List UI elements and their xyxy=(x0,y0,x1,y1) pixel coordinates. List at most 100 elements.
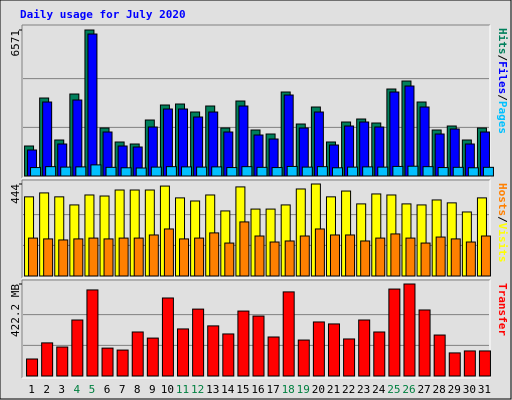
bar xyxy=(256,166,268,177)
bar xyxy=(331,167,343,177)
legend: Hits/Files/Pages xyxy=(496,28,509,134)
bar xyxy=(437,167,449,177)
bar xyxy=(284,240,295,277)
bar xyxy=(418,309,431,377)
legend-entry: Visits xyxy=(496,223,509,263)
bar xyxy=(299,235,310,277)
bar xyxy=(297,339,310,377)
bar xyxy=(162,108,173,177)
bar xyxy=(26,358,39,377)
bar xyxy=(105,166,117,177)
legend: Transfer xyxy=(496,283,509,336)
bar xyxy=(467,167,479,177)
bar xyxy=(45,166,57,177)
bar xyxy=(72,99,83,177)
bar xyxy=(87,33,98,177)
x-tick-label: 3 xyxy=(58,383,65,396)
bar xyxy=(269,241,280,277)
legend-entry: Hosts xyxy=(496,183,509,216)
bar xyxy=(450,238,461,277)
bar xyxy=(392,165,404,177)
bar xyxy=(312,321,325,377)
bar xyxy=(43,238,54,277)
bar xyxy=(56,346,69,377)
bar xyxy=(377,166,389,177)
legend-entry: Files xyxy=(496,61,509,94)
bar xyxy=(71,319,84,377)
bar xyxy=(239,221,250,277)
legend-separator: / xyxy=(496,55,509,62)
legend-separator: / xyxy=(496,94,509,101)
legend-entry: Transfer xyxy=(496,283,509,336)
bar xyxy=(181,166,193,177)
bar xyxy=(329,234,340,277)
bar xyxy=(465,241,476,277)
x-tick-label: 21 xyxy=(327,383,340,396)
legend: Hosts/Visits xyxy=(496,183,509,263)
bar xyxy=(88,237,99,277)
bar xyxy=(405,237,416,277)
x-tick-label: 12 xyxy=(191,383,204,396)
bar xyxy=(41,342,54,377)
x-tick-label: 27 xyxy=(417,383,430,396)
bar xyxy=(30,167,42,177)
bar xyxy=(28,237,39,277)
bar xyxy=(120,167,132,177)
bar xyxy=(194,237,205,277)
bar xyxy=(358,319,371,377)
bar xyxy=(133,237,144,277)
bar xyxy=(286,165,298,177)
legend-entry: Hits xyxy=(496,28,509,55)
x-tick-label: 25 xyxy=(387,383,400,396)
legend-entry: Pages xyxy=(496,101,509,134)
bar xyxy=(222,333,235,377)
bar xyxy=(211,166,223,177)
bar xyxy=(118,237,129,277)
bar xyxy=(267,336,280,377)
bar xyxy=(463,350,476,377)
bar xyxy=(478,350,491,377)
bar xyxy=(389,91,400,177)
x-tick-label: 26 xyxy=(402,383,415,396)
bar xyxy=(390,233,401,277)
bar xyxy=(482,166,494,177)
bar xyxy=(271,167,283,177)
bar xyxy=(241,166,253,177)
x-tick-label: 10 xyxy=(161,383,174,396)
bar xyxy=(422,166,434,177)
bar xyxy=(373,331,386,377)
bar xyxy=(86,289,99,377)
y-tick-label: 422.2 MB xyxy=(9,284,22,337)
bar xyxy=(435,236,446,277)
bar xyxy=(192,308,205,377)
y-tick-label: 6571 xyxy=(9,30,22,57)
bar xyxy=(60,166,72,177)
bar xyxy=(165,166,177,177)
legend-separator: / xyxy=(496,216,509,223)
bar xyxy=(254,235,265,277)
bar xyxy=(252,315,265,377)
bar xyxy=(224,242,235,277)
bar xyxy=(347,166,359,177)
bar xyxy=(90,164,102,177)
bar xyxy=(179,238,190,277)
bar xyxy=(407,165,419,177)
bar xyxy=(42,101,53,177)
bar xyxy=(209,232,220,277)
bar xyxy=(150,166,162,177)
bar xyxy=(178,108,189,177)
x-tick-label: 8 xyxy=(134,383,141,396)
bar xyxy=(403,283,416,377)
x-tick-label: 30 xyxy=(463,383,476,396)
bar xyxy=(75,166,87,177)
x-tick-label: 19 xyxy=(297,383,310,396)
bar xyxy=(163,228,174,277)
x-tick-label: 6 xyxy=(104,383,111,396)
x-tick-label: 23 xyxy=(357,383,370,396)
bar xyxy=(388,288,401,377)
bar xyxy=(314,228,325,277)
x-tick-label: 28 xyxy=(433,383,446,396)
bar xyxy=(480,235,491,277)
bar xyxy=(362,166,374,177)
